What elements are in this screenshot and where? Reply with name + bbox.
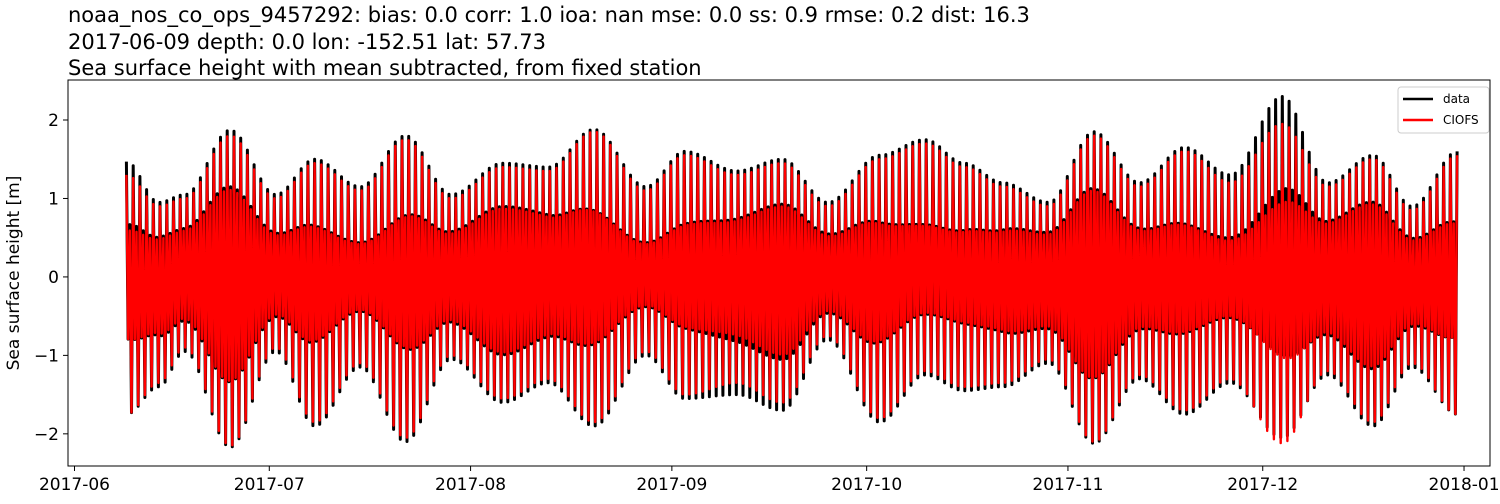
chart-title-line-2: 2017-06-09 depth: 0.0 lon: -152.51 lat: …	[68, 30, 546, 54]
series-line-data	[124, 95, 1459, 449]
legend: data CIOFS	[1397, 86, 1490, 134]
x-tick-label: 2017-10	[831, 475, 902, 495]
x-axis: 2017-06 2017-07 2017-08 2017-09 2017-10 2017-…	[39, 466, 1500, 495]
series-layer	[124, 95, 1459, 449]
y-tick-label: 1	[48, 189, 59, 209]
x-tick-label: 2017-09	[636, 475, 707, 495]
x-tick-label: 2018-01	[1429, 475, 1500, 495]
x-tick-label: 2017-11	[1032, 475, 1103, 495]
chart-title-line-1: noaa_nos_co_ops_9457292: bias: 0.0 corr:…	[68, 3, 1030, 28]
x-tick-label: 2017-07	[234, 475, 305, 495]
y-tick-label: −2	[34, 425, 59, 445]
x-tick-label: 2017-06	[39, 475, 110, 495]
series-line-ciofs	[125, 122, 1459, 447]
chart-title-line-3: Sea surface height with mean subtracted,…	[68, 56, 702, 80]
plot-area-frame	[67, 79, 1491, 467]
x-tick-label: 2017-08	[435, 475, 506, 495]
legend-label-data: data	[1443, 92, 1470, 106]
y-tick-label: 2	[48, 111, 59, 131]
y-tick-label: −1	[34, 346, 59, 366]
y-axis: −2 −1 0 1 2	[34, 111, 68, 445]
y-axis-label: Sea surface height [m]	[4, 176, 24, 371]
x-tick-label: 2017-12	[1227, 475, 1298, 495]
legend-label-ciofs: CIOFS	[1443, 113, 1479, 127]
y-tick-label: 0	[48, 268, 59, 288]
